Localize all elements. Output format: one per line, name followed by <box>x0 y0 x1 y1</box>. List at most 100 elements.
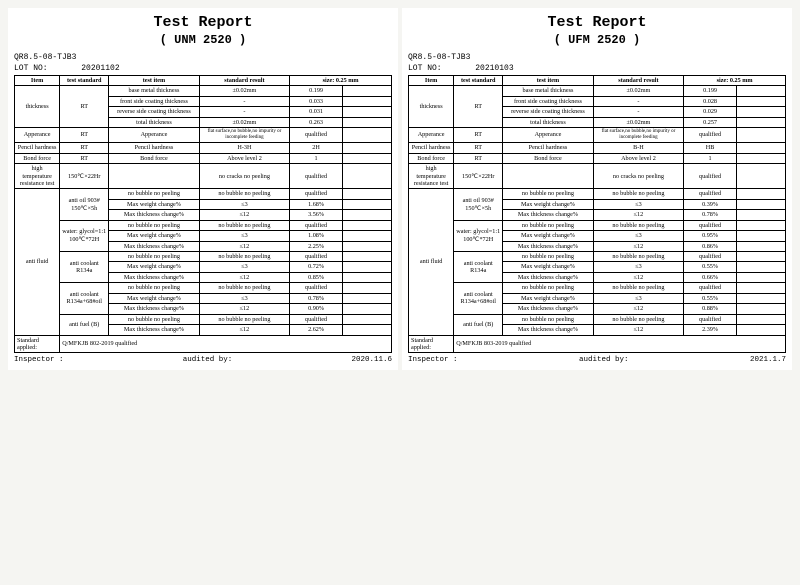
thickness-item: thickness <box>409 86 454 128</box>
cell: ≤12 <box>593 210 683 220</box>
doc-no: QR8.5-08-TJB3 <box>408 53 786 62</box>
cell: no bubble no peeling <box>199 283 289 293</box>
cell: Bond force <box>15 153 60 163</box>
cell: qualified <box>684 314 737 324</box>
cell: no bubble no peeling <box>503 283 593 293</box>
cell <box>736 199 785 209</box>
cell <box>736 325 785 335</box>
cell: no bubble no peeling <box>109 252 199 262</box>
h-size: size: 0.25 mm <box>684 76 786 86</box>
cell: 0.78% <box>684 210 737 220</box>
cell <box>342 272 391 282</box>
cell: qualified <box>290 220 343 230</box>
table-row: anti fluid anti oil 903# 150℃×5h no bubb… <box>15 189 392 199</box>
standard-row: Standard applied: Q/MFKJB 803-2019 quali… <box>409 335 786 353</box>
cell: ≤12 <box>593 272 683 282</box>
cell: Max thickness change% <box>109 304 199 314</box>
cell: 150℃×22Hr <box>454 164 503 189</box>
thickness-std: RT <box>60 86 109 128</box>
doc-no: QR8.5-08-TJB3 <box>14 53 392 62</box>
cell: Pencil hardness <box>503 143 593 153</box>
cell: Max thickness change% <box>503 210 593 220</box>
cell: 2.39% <box>684 325 737 335</box>
cell: 0.199 <box>684 86 737 96</box>
cell <box>342 293 391 303</box>
cell <box>503 164 593 189</box>
cell <box>736 86 785 96</box>
cell: 0.199 <box>290 86 343 96</box>
table-row: thickness RT base metal thickness ±0.02m… <box>409 86 786 96</box>
cell <box>736 283 785 293</box>
cell: front side coating thickness <box>109 96 199 106</box>
table-row: Apperance RT Apperance flat surface,no b… <box>15 128 392 143</box>
cell: ±0.02mm <box>593 117 683 127</box>
cell: ≤3 <box>199 293 289 303</box>
cell: Max weight change% <box>109 199 199 209</box>
report-table: Item test standard test item standard re… <box>14 75 392 353</box>
cell <box>109 164 199 189</box>
cell: 150℃×22Hr <box>60 164 109 189</box>
cell: - <box>199 96 289 106</box>
cell: 0.86% <box>684 241 737 251</box>
cell <box>342 262 391 272</box>
h-test: test item <box>503 76 593 86</box>
cell: no bubble no peeling <box>503 220 593 230</box>
cell: Max thickness change% <box>109 272 199 282</box>
cell: Apperance <box>109 128 199 143</box>
cell: Pencil hardness <box>15 143 60 153</box>
cell: ≤12 <box>199 241 289 251</box>
cell: 0.033 <box>290 96 343 106</box>
thickness-item: thickness <box>15 86 60 128</box>
cell: Max thickness change% <box>109 325 199 335</box>
footer-audited: audited by: <box>183 356 233 364</box>
footer-date: 2020.11.6 <box>351 356 392 364</box>
table-row: anti coolant R134a no bubble no peeling … <box>15 252 392 262</box>
cell: Max weight change% <box>503 231 593 241</box>
table-row: anti fuel (B) no bubble no peeling no bu… <box>409 314 786 324</box>
cell: no bubble no peeling <box>503 189 593 199</box>
cell <box>736 262 785 272</box>
cell: Apperance <box>15 128 60 143</box>
lot-label: LOT NO: <box>408 64 442 73</box>
header-row: Item test standard test item standard re… <box>15 76 392 86</box>
cell <box>736 314 785 324</box>
cell: Bond force <box>503 153 593 163</box>
footer-inspector: Inspector : <box>14 356 64 364</box>
cell: 0.029 <box>684 107 737 117</box>
cell: 0.90% <box>290 304 343 314</box>
cell: flat surface,no bubble,no impurity or in… <box>199 128 289 143</box>
cell <box>736 272 785 282</box>
cell: no bubble no peeling <box>199 314 289 324</box>
cell: RT <box>60 153 109 163</box>
h-size: size: 0.25 mm <box>290 76 392 86</box>
cell: RT <box>60 128 109 143</box>
standard-row: Standard applied: Q/MFKJB 802-2019 quali… <box>15 335 392 353</box>
cell: high temperature resistance test <box>409 164 454 189</box>
cell: ≤12 <box>199 210 289 220</box>
cell: no bubble no peeling <box>109 314 199 324</box>
cell: 2.62% <box>290 325 343 335</box>
cell: Max thickness change% <box>503 304 593 314</box>
cell: Pencil hardness <box>109 143 199 153</box>
cell: Max thickness change% <box>109 210 199 220</box>
cell <box>342 252 391 262</box>
cell: front side coating thickness <box>503 96 593 106</box>
cell <box>342 325 391 335</box>
cell: 0.66% <box>684 272 737 282</box>
cell <box>342 231 391 241</box>
cell: - <box>593 107 683 117</box>
cell: qualified <box>290 314 343 324</box>
cell: reverse side coating thickness <box>503 107 593 117</box>
lot-value: 20210103 <box>475 64 513 73</box>
cell: qualified <box>684 128 737 143</box>
table-row: Pencil hardness RT Pencil hardness H-3H … <box>15 143 392 153</box>
h-std: test standard <box>60 76 109 86</box>
table-row: anti coolant R134a+68#oil no bubble no p… <box>409 283 786 293</box>
cell: no bubble no peeling <box>593 189 683 199</box>
cell <box>736 220 785 230</box>
cell: flat surface,no bubble,no impurity or in… <box>593 128 683 143</box>
cell: 2.25% <box>290 241 343 251</box>
cell: ≤3 <box>593 199 683 209</box>
h-item: Item <box>15 76 60 86</box>
standard-label: Standard applied: <box>15 335 60 353</box>
